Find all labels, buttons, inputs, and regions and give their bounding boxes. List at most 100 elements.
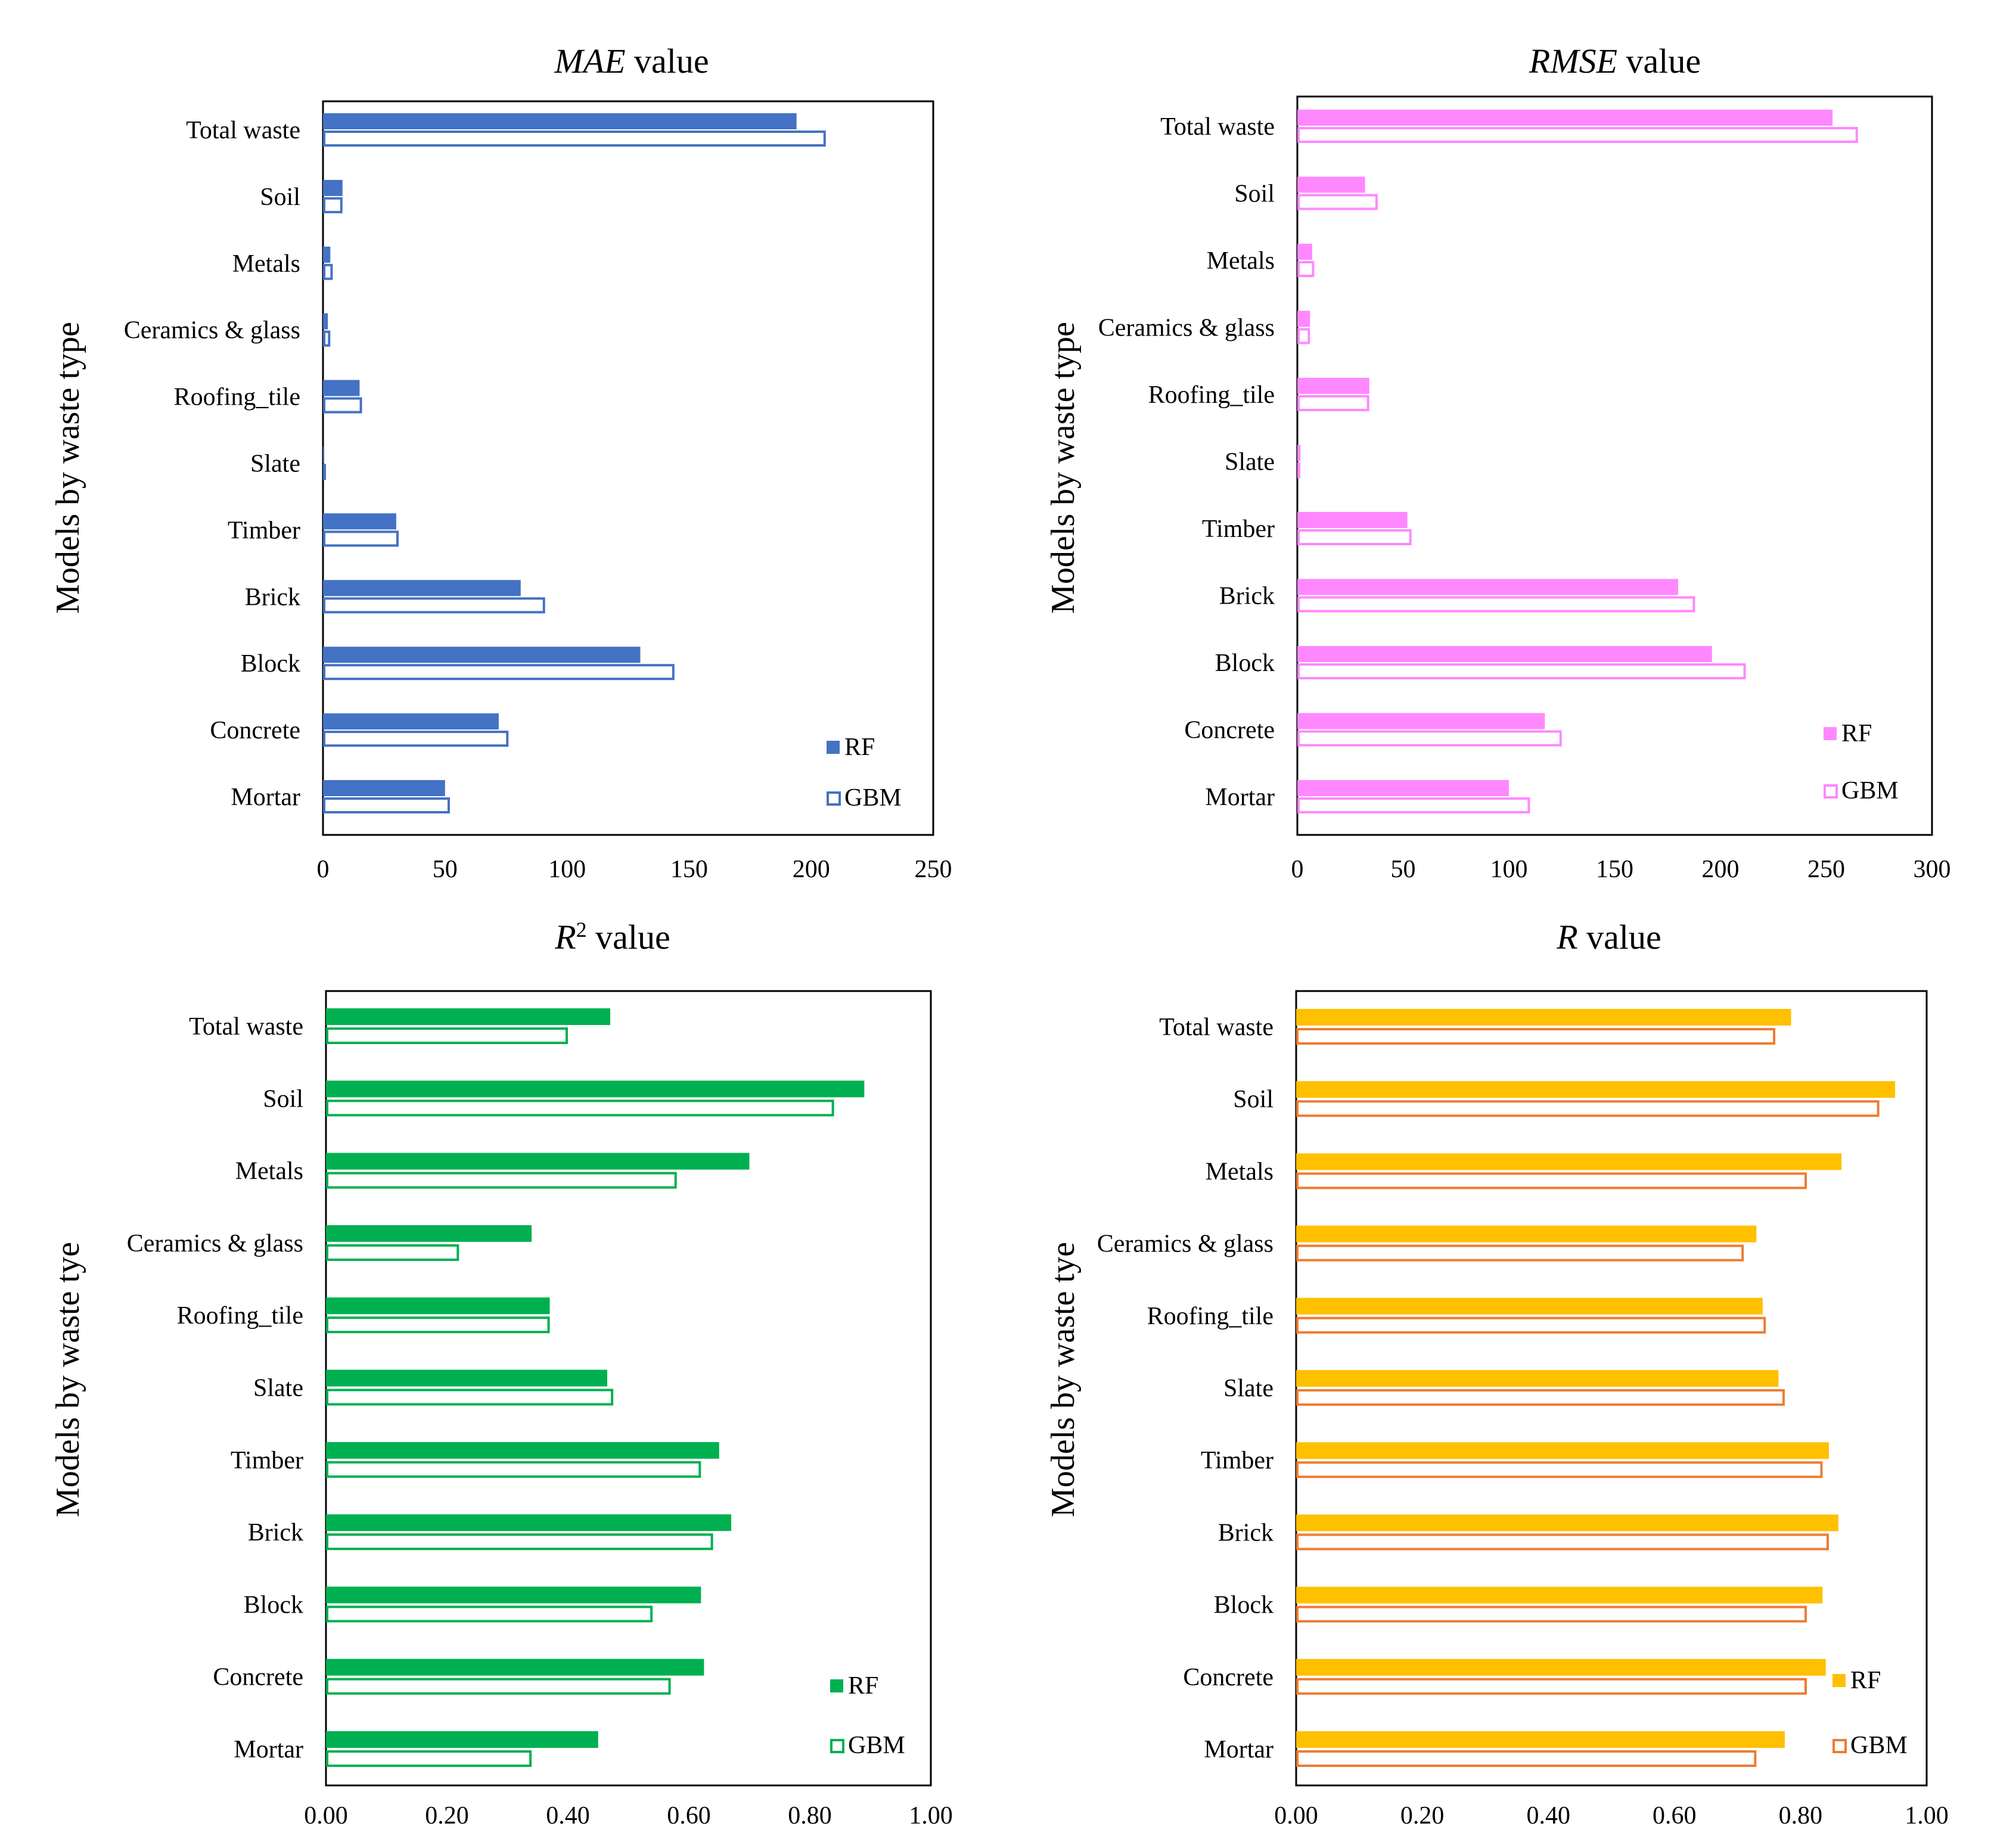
category-label: Brick [1219,583,1275,610]
legend-swatch-rf [1832,1674,1846,1687]
bar-gbm [326,1172,677,1189]
bar-gbm [1297,730,1562,747]
bar-rf [326,1297,550,1315]
category-label: Timber [231,1447,303,1474]
category-label: Mortar [1204,1736,1274,1763]
category-label: Total waste [189,1013,303,1041]
bar-gbm [1296,1172,1807,1189]
category-label: Slate [250,451,300,478]
bar-rf [323,313,328,330]
bar-rf [1296,1514,1838,1532]
mae-chart: MAE value Models by waste type 0 50 100 150 20… [49,42,952,883]
bar-rf [1297,310,1310,327]
bar-rf [1297,378,1369,394]
x-tick-label: 0 [1291,856,1304,883]
x-tick-label: 100 [1490,856,1528,883]
x-tick-label: 100 [548,856,586,883]
legend-swatch-gbm [1824,784,1838,799]
bar-rf [326,1731,598,1748]
bar-rf [326,1153,750,1170]
bar-rf [323,647,641,663]
bar-gbm [1296,1605,1807,1623]
bar-rf [1297,780,1509,796]
r-chart: R value Models by waste tye 0.00 0.20 0.40 0.… [1045,918,1949,1830]
bar-gbm [323,797,450,813]
bar-gbm [1296,1750,1757,1767]
category-label: Total waste [186,117,300,144]
legend-label-gbm: GBM [1850,1732,1908,1759]
r-squared-chart: R2 value Models by waste tye 0.00 0.20 0.40 0… [49,918,953,1830]
category-label: Total waste [1159,1014,1274,1041]
bar-gbm [1296,1461,1823,1479]
legend-label-rf: RF [1850,1667,1881,1694]
bar-gbm [326,1027,568,1044]
category-label: Slate [1223,1375,1274,1402]
category-label: Mortar [231,784,300,811]
bar-gbm [1297,663,1746,679]
legend-swatch-rf [1824,727,1837,740]
bar-gbm [1296,1100,1880,1117]
category-label: Block [1215,650,1275,677]
bar-rf [326,1080,865,1098]
category-label: Soil [260,184,300,211]
x-tick-label: 0 [317,856,330,883]
category-label: Metals [1206,1158,1274,1185]
category-label: Soil [1233,1086,1274,1113]
bar-gbm [326,1389,614,1406]
bar-rf [1297,713,1545,729]
category-label: Roofing_tile [1147,1303,1274,1330]
plot-frame [1295,990,1928,1787]
rmse-chart: RMSE value Models by waste type 0 50 100 150 2… [1045,42,1951,883]
bar-gbm [1296,1244,1744,1262]
bar-rf [1297,646,1712,662]
x-tick-label: 0.60 [667,1802,711,1830]
category-label: Concrete [210,717,300,744]
bar-rf [323,113,797,129]
bar-gbm [1297,529,1412,545]
x-tick-label: 300 [1914,856,1951,883]
bar-gbm [326,1100,834,1117]
bar-gbm [1297,261,1315,277]
category-label: Ceramics & glass [1097,1231,1274,1258]
chart-title-rest: value [1617,42,1701,80]
category-label: Concrete [1183,1664,1274,1691]
y-axis-title: Models by waste type [1045,322,1082,614]
bar-rf [1296,1370,1779,1387]
bar-rf [1296,1081,1896,1098]
bar-rf [323,179,343,196]
bar-gbm [1297,127,1858,143]
bar-rf [1297,445,1301,461]
bar-gbm [1297,596,1695,613]
x-tick-label: 0.40 [546,1802,590,1830]
bar-rf [326,1369,607,1387]
category-label: Concrete [1184,717,1275,744]
chart-title: RMSE value [1529,42,1701,80]
bar-gbm [1297,395,1369,411]
bar-gbm [326,1461,701,1478]
legend-label-gbm: GBM [848,1732,905,1759]
legend-label-rf: RF [1841,720,1872,747]
category-label: Ceramics & glass [124,317,300,344]
chart-title-italic: R [554,918,576,956]
legend-swatch-gbm [1832,1739,1847,1753]
category-label: Block [241,650,300,678]
bar-rf [1296,1442,1830,1459]
chart-title-italic: RMSE [1529,42,1617,80]
bar-gbm [1296,1678,1807,1695]
bar-rf [323,580,521,597]
x-tick-label: 50 [1391,856,1416,883]
legend-label-rf: RF [848,1672,878,1700]
bar-gbm [323,731,509,747]
x-tick-label: 0.80 [788,1802,832,1830]
bar-gbm [1296,1316,1766,1334]
x-tick-label: 0.40 [1526,1802,1570,1830]
category-label: Timber [1202,515,1275,543]
category-label: Slate [253,1375,303,1402]
bar-rf [323,513,396,530]
bar-rf [323,246,331,263]
chart-title: MAE value [554,42,709,80]
legend-label-gbm: GBM [1841,777,1899,805]
category-label: Metals [232,250,300,278]
chart-title-rest: value [626,42,709,80]
x-tick-label: 0.20 [1400,1802,1445,1830]
